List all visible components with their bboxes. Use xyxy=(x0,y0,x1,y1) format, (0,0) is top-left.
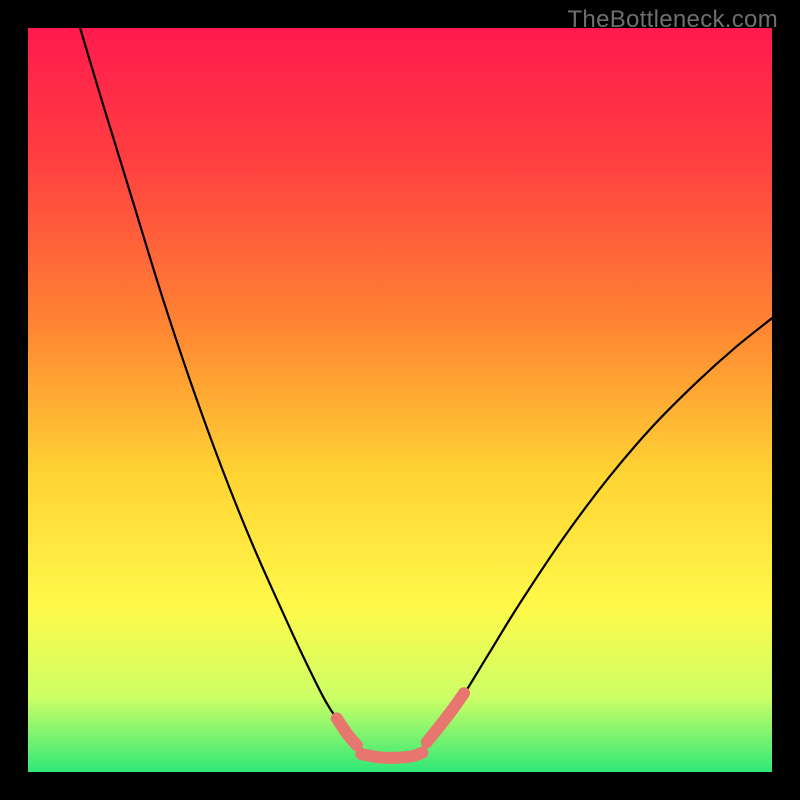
chart-container: TheBottleneck.com xyxy=(0,0,800,800)
highlight-segment xyxy=(361,753,422,758)
gradient-background xyxy=(28,28,772,772)
plot-area xyxy=(28,28,772,772)
chart-svg xyxy=(28,28,772,772)
watermark-label: TheBottleneck.com xyxy=(567,6,778,34)
